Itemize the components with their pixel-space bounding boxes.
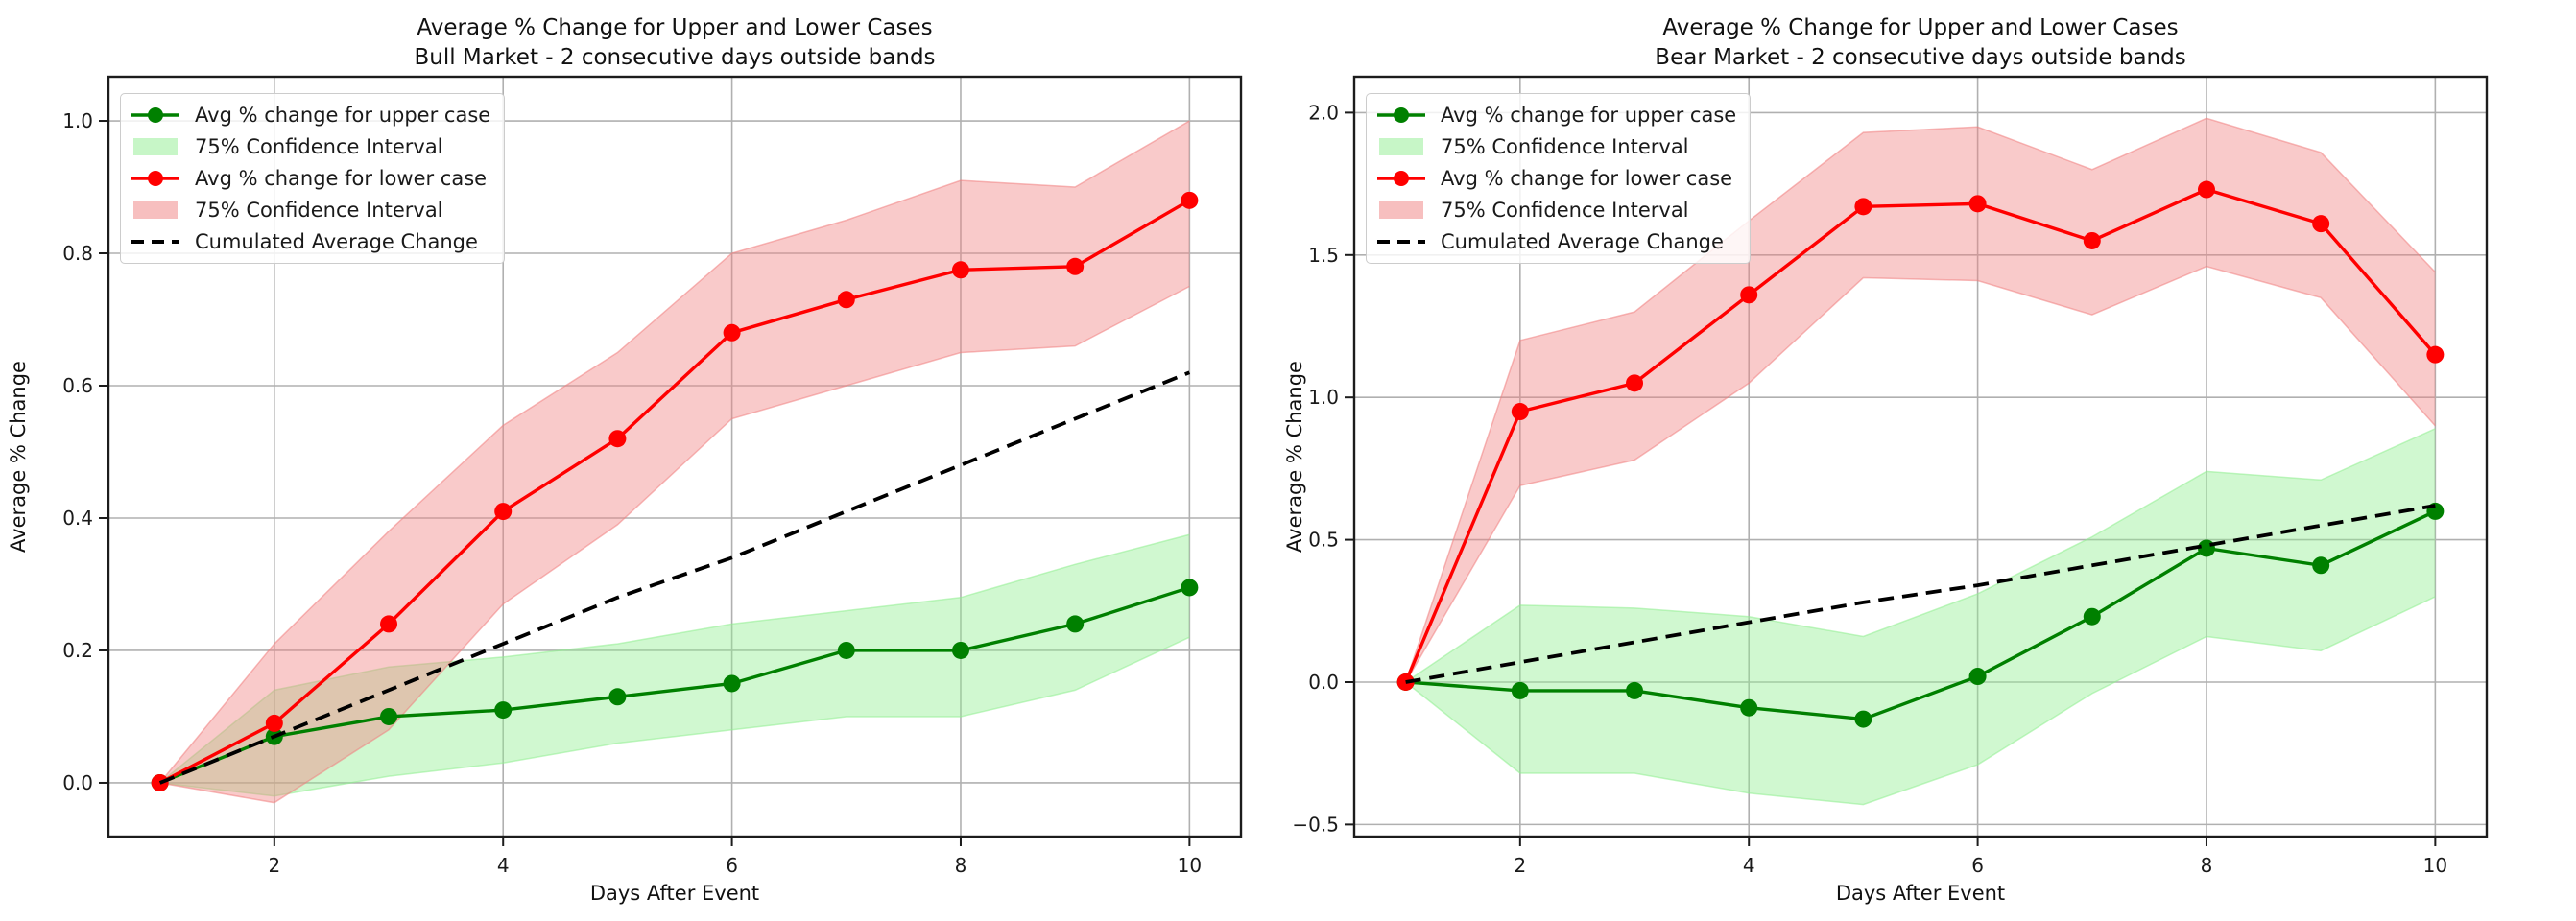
svg-text:10: 10 (1178, 854, 1202, 877)
svg-text:0.4: 0.4 (62, 507, 93, 530)
bear-market-plot: 2 4 6 8 10 −0.5 0.0 0.5 1.0 1.5 2.0 Average % Chan… (1283, 15, 2489, 905)
green-band-swatch-icon (133, 138, 178, 155)
bull-market-plot: 2 4 6 8 10 0.0 0.2 0.4 0.6 0.8 1.0 Average % Chang… (7, 15, 1243, 905)
red-line-marker-swatch-icon (131, 171, 179, 186)
legend-label: Cumulated Average Change (195, 230, 478, 253)
svg-text:0.5: 0.5 (1308, 529, 1339, 552)
legend-item-lower-ci: 75% Confidence Interval (1375, 198, 1736, 223)
legend-item-lower-line: Avg % change for lower case (130, 166, 490, 191)
legend: Avg % change for upper case 75% Confiden… (1366, 93, 1752, 264)
bear-market-subplot: 2 4 6 8 10 −0.5 0.0 0.5 1.0 1.5 2.0 Average % Chan… (1283, 0, 2576, 921)
x-axis-label: Days After Event (590, 882, 759, 905)
legend-item-lower-ci: 75% Confidence Interval (130, 198, 490, 223)
legend-label: 75% Confidence Interval (195, 199, 443, 222)
legend-label: Avg % change for lower case (1441, 167, 1733, 190)
legend-item-cumulated: Cumulated Average Change (130, 229, 490, 254)
svg-text:6: 6 (726, 854, 738, 877)
dashed-line-swatch-icon (131, 240, 179, 244)
svg-text:2: 2 (1514, 854, 1526, 877)
legend-item-upper-ci: 75% Confidence Interval (130, 134, 490, 159)
green-line-marker-swatch-icon (1377, 107, 1425, 123)
legend-label: 75% Confidence Interval (1441, 199, 1689, 222)
legend-item-upper-line: Avg % change for upper case (1375, 103, 1736, 128)
legend-label: 75% Confidence Interval (1441, 135, 1689, 158)
svg-text:−0.5: −0.5 (1292, 813, 1339, 836)
svg-text:0.8: 0.8 (62, 242, 93, 265)
bull-market-subplot: 2 4 6 8 10 0.0 0.2 0.4 0.6 0.8 1.0 Average % Chang… (7, 15, 1243, 905)
svg-text:6: 6 (1971, 854, 1984, 877)
svg-text:2: 2 (268, 854, 280, 877)
legend-label: Avg % change for upper case (195, 104, 491, 127)
legend-label: Avg % change for lower case (195, 167, 488, 190)
svg-text:10: 10 (2423, 854, 2447, 877)
svg-text:1.5: 1.5 (1308, 244, 1339, 267)
legend-item-upper-ci: 75% Confidence Interval (1375, 134, 1736, 159)
legend-label: Cumulated Average Change (1441, 230, 1724, 253)
svg-text:4: 4 (497, 854, 510, 877)
red-band-swatch-icon (1379, 201, 1423, 219)
legend: Avg % change for upper case 75% Confiden… (120, 93, 506, 264)
legend-item-cumulated: Cumulated Average Change (1375, 229, 1736, 254)
dashed-line-swatch-icon (1377, 240, 1425, 244)
svg-text:8: 8 (2201, 854, 2213, 877)
svg-text:1.0: 1.0 (62, 109, 93, 132)
legend-item-upper-line: Avg % change for upper case (130, 103, 490, 128)
svg-text:8: 8 (955, 854, 967, 877)
legend-item-lower-line: Avg % change for lower case (1375, 166, 1736, 191)
chart-title: Average % Change for Upper and Lower Cas… (1662, 15, 2178, 40)
y-axis-label: Average % Change (1283, 361, 1306, 553)
svg-text:1.0: 1.0 (1308, 386, 1339, 409)
green-band-swatch-icon (1379, 138, 1423, 155)
chart-title: Average % Change for Upper and Lower Cas… (417, 15, 932, 40)
chart-subtitle: Bear Market - 2 consecutive days outside… (1655, 45, 2185, 70)
svg-text:4: 4 (1743, 854, 1755, 877)
x-axis-label: Days After Event (1836, 882, 2005, 905)
svg-text:2.0: 2.0 (1308, 101, 1339, 124)
y-axis-label: Average % Change (7, 361, 30, 553)
svg-text:0.0: 0.0 (1308, 671, 1339, 694)
svg-text:0.6: 0.6 (62, 374, 93, 397)
green-line-marker-swatch-icon (131, 107, 179, 123)
legend-label: Avg % change for upper case (1441, 104, 1737, 127)
chart-subtitle: Bull Market - 2 consecutive days outside… (414, 45, 935, 70)
svg-text:0.0: 0.0 (62, 771, 93, 794)
svg-text:0.2: 0.2 (62, 639, 93, 662)
red-band-swatch-icon (133, 201, 178, 219)
legend-label: 75% Confidence Interval (195, 135, 443, 158)
red-line-marker-swatch-icon (1377, 171, 1425, 186)
